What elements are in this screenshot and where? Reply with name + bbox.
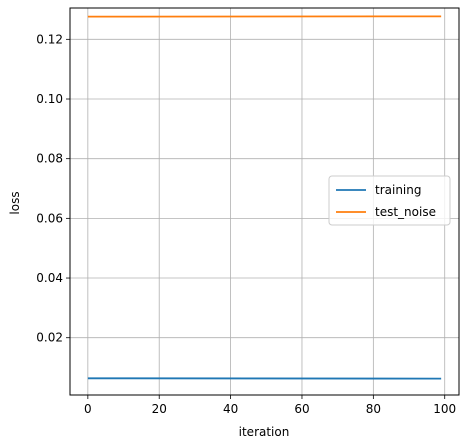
grid-lines — [70, 8, 459, 395]
x-tick-label: 0 — [84, 402, 92, 416]
legend-label-test-noise: test_noise — [375, 205, 436, 219]
x-axis-label: iteration — [239, 425, 290, 439]
plot-frame — [69, 7, 460, 396]
x-tick-label: 100 — [433, 402, 456, 416]
x-tick-label: 60 — [294, 402, 309, 416]
legend-label-training: training — [375, 183, 422, 197]
y-tick-label: 0.10 — [36, 92, 63, 106]
x-axis-ticks: 0 20 40 60 80 100 — [84, 395, 456, 416]
y-tick-label: 0.06 — [36, 211, 63, 225]
y-tick-label: 0.02 — [36, 331, 63, 345]
y-tick-label: 0.04 — [36, 271, 63, 285]
x-tick-label: 40 — [223, 402, 238, 416]
legend: training test_noise — [328, 175, 451, 226]
y-tick-label: 0.12 — [36, 32, 63, 46]
y-axis-label: loss — [8, 191, 22, 214]
y-tick-label: 0.08 — [36, 152, 63, 166]
x-tick-label: 80 — [366, 402, 381, 416]
x-tick-label: 20 — [152, 402, 167, 416]
y-axis-ticks: 0.02 0.04 0.06 0.08 0.10 0.12 — [36, 32, 70, 345]
series-lines — [87, 15, 442, 380]
